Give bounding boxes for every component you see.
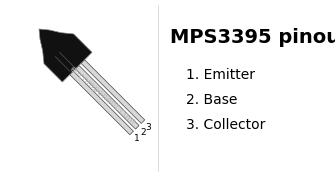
Text: MPS3395 pinout: MPS3395 pinout bbox=[170, 28, 335, 47]
Text: 2: 2 bbox=[140, 128, 146, 137]
Polygon shape bbox=[70, 71, 133, 135]
Polygon shape bbox=[75, 65, 139, 129]
Text: 3: 3 bbox=[146, 123, 151, 132]
Text: 2. Base: 2. Base bbox=[186, 93, 238, 107]
Text: 1: 1 bbox=[134, 134, 140, 143]
Text: el-component.com: el-component.com bbox=[67, 64, 137, 126]
Polygon shape bbox=[39, 29, 92, 82]
Text: 1. Emitter: 1. Emitter bbox=[186, 68, 255, 82]
Text: 3. Collector: 3. Collector bbox=[186, 118, 265, 132]
Polygon shape bbox=[81, 60, 145, 123]
